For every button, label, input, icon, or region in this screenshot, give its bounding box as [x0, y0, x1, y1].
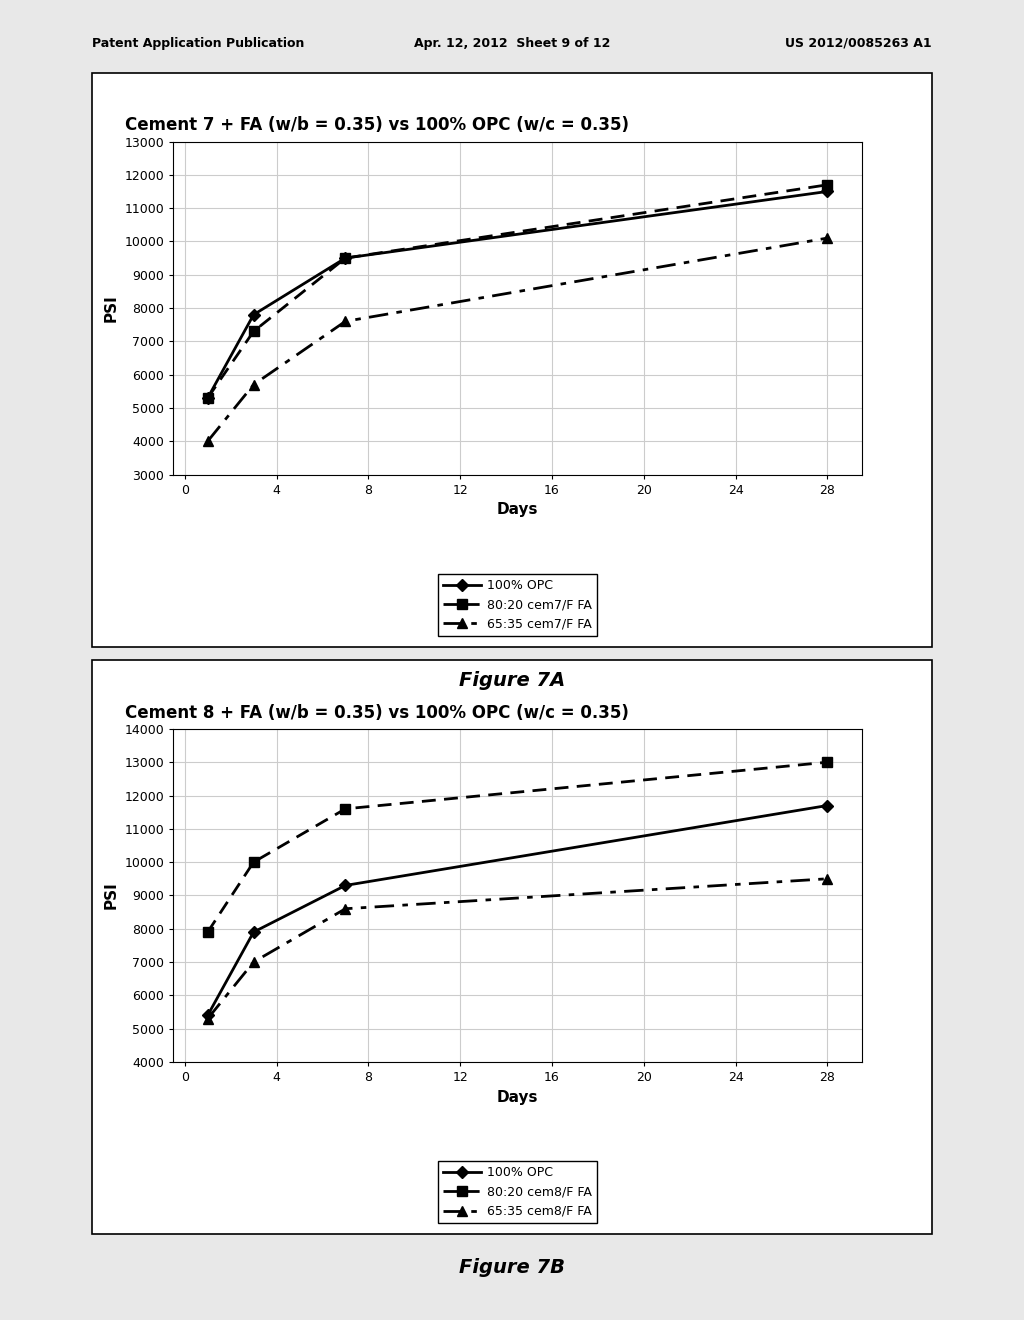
Text: Figure 7A: Figure 7A — [459, 671, 565, 689]
80:20 cem8/F FA — [821, 754, 834, 770]
65:35 cem8/F FA — [339, 900, 351, 916]
80:20 cem7/F FA — [821, 177, 834, 193]
Text: Cement 8 + FA (w/b = 0.35) vs 100% OPC (w/c = 0.35): Cement 8 + FA (w/b = 0.35) vs 100% OPC (… — [125, 704, 629, 722]
65:35 cem8/F FA — [821, 871, 834, 887]
Legend: 100% OPC, 80:20 cem7/F FA, 65:35 cem7/F FA: 100% OPC, 80:20 cem7/F FA, 65:35 cem7/F … — [438, 574, 597, 635]
Line: 100% OPC: 100% OPC — [204, 187, 831, 403]
Legend: 100% OPC, 80:20 cem8/F FA, 65:35 cem8/F FA: 100% OPC, 80:20 cem8/F FA, 65:35 cem8/F … — [438, 1162, 597, 1222]
Text: Figure 7B: Figure 7B — [459, 1258, 565, 1276]
65:35 cem8/F FA — [248, 954, 260, 970]
65:35 cem8/F FA — [202, 1011, 214, 1027]
100% OPC — [202, 389, 214, 405]
80:20 cem8/F FA — [339, 801, 351, 817]
Text: US 2012/0085263 A1: US 2012/0085263 A1 — [785, 37, 932, 50]
80:20 cem7/F FA — [248, 323, 260, 339]
Text: Patent Application Publication: Patent Application Publication — [92, 37, 304, 50]
80:20 cem8/F FA — [202, 924, 214, 940]
65:35 cem7/F FA — [821, 230, 834, 246]
80:20 cem7/F FA — [202, 389, 214, 405]
65:35 cem7/F FA — [202, 433, 214, 449]
Line: 65:35 cem8/F FA: 65:35 cem8/F FA — [203, 874, 833, 1023]
Line: 80:20 cem8/F FA: 80:20 cem8/F FA — [203, 758, 833, 937]
Y-axis label: PSI: PSI — [103, 882, 119, 909]
65:35 cem7/F FA — [339, 313, 351, 329]
80:20 cem7/F FA — [339, 251, 351, 267]
Line: 65:35 cem7/F FA: 65:35 cem7/F FA — [203, 234, 833, 446]
100% OPC — [248, 306, 260, 322]
X-axis label: Days: Days — [497, 502, 539, 517]
X-axis label: Days: Days — [497, 1089, 539, 1105]
100% OPC — [821, 797, 834, 813]
100% OPC — [202, 1007, 214, 1023]
Y-axis label: PSI: PSI — [103, 294, 119, 322]
65:35 cem7/F FA — [248, 376, 260, 392]
Text: Apr. 12, 2012  Sheet 9 of 12: Apr. 12, 2012 Sheet 9 of 12 — [414, 37, 610, 50]
Line: 80:20 cem7/F FA: 80:20 cem7/F FA — [203, 180, 833, 403]
100% OPC — [821, 183, 834, 199]
Text: Cement 7 + FA (w/b = 0.35) vs 100% OPC (w/c = 0.35): Cement 7 + FA (w/b = 0.35) vs 100% OPC (… — [125, 116, 629, 135]
80:20 cem8/F FA — [248, 854, 260, 870]
100% OPC — [339, 251, 351, 267]
100% OPC — [248, 924, 260, 940]
100% OPC — [339, 878, 351, 894]
Line: 100% OPC: 100% OPC — [204, 801, 831, 1019]
